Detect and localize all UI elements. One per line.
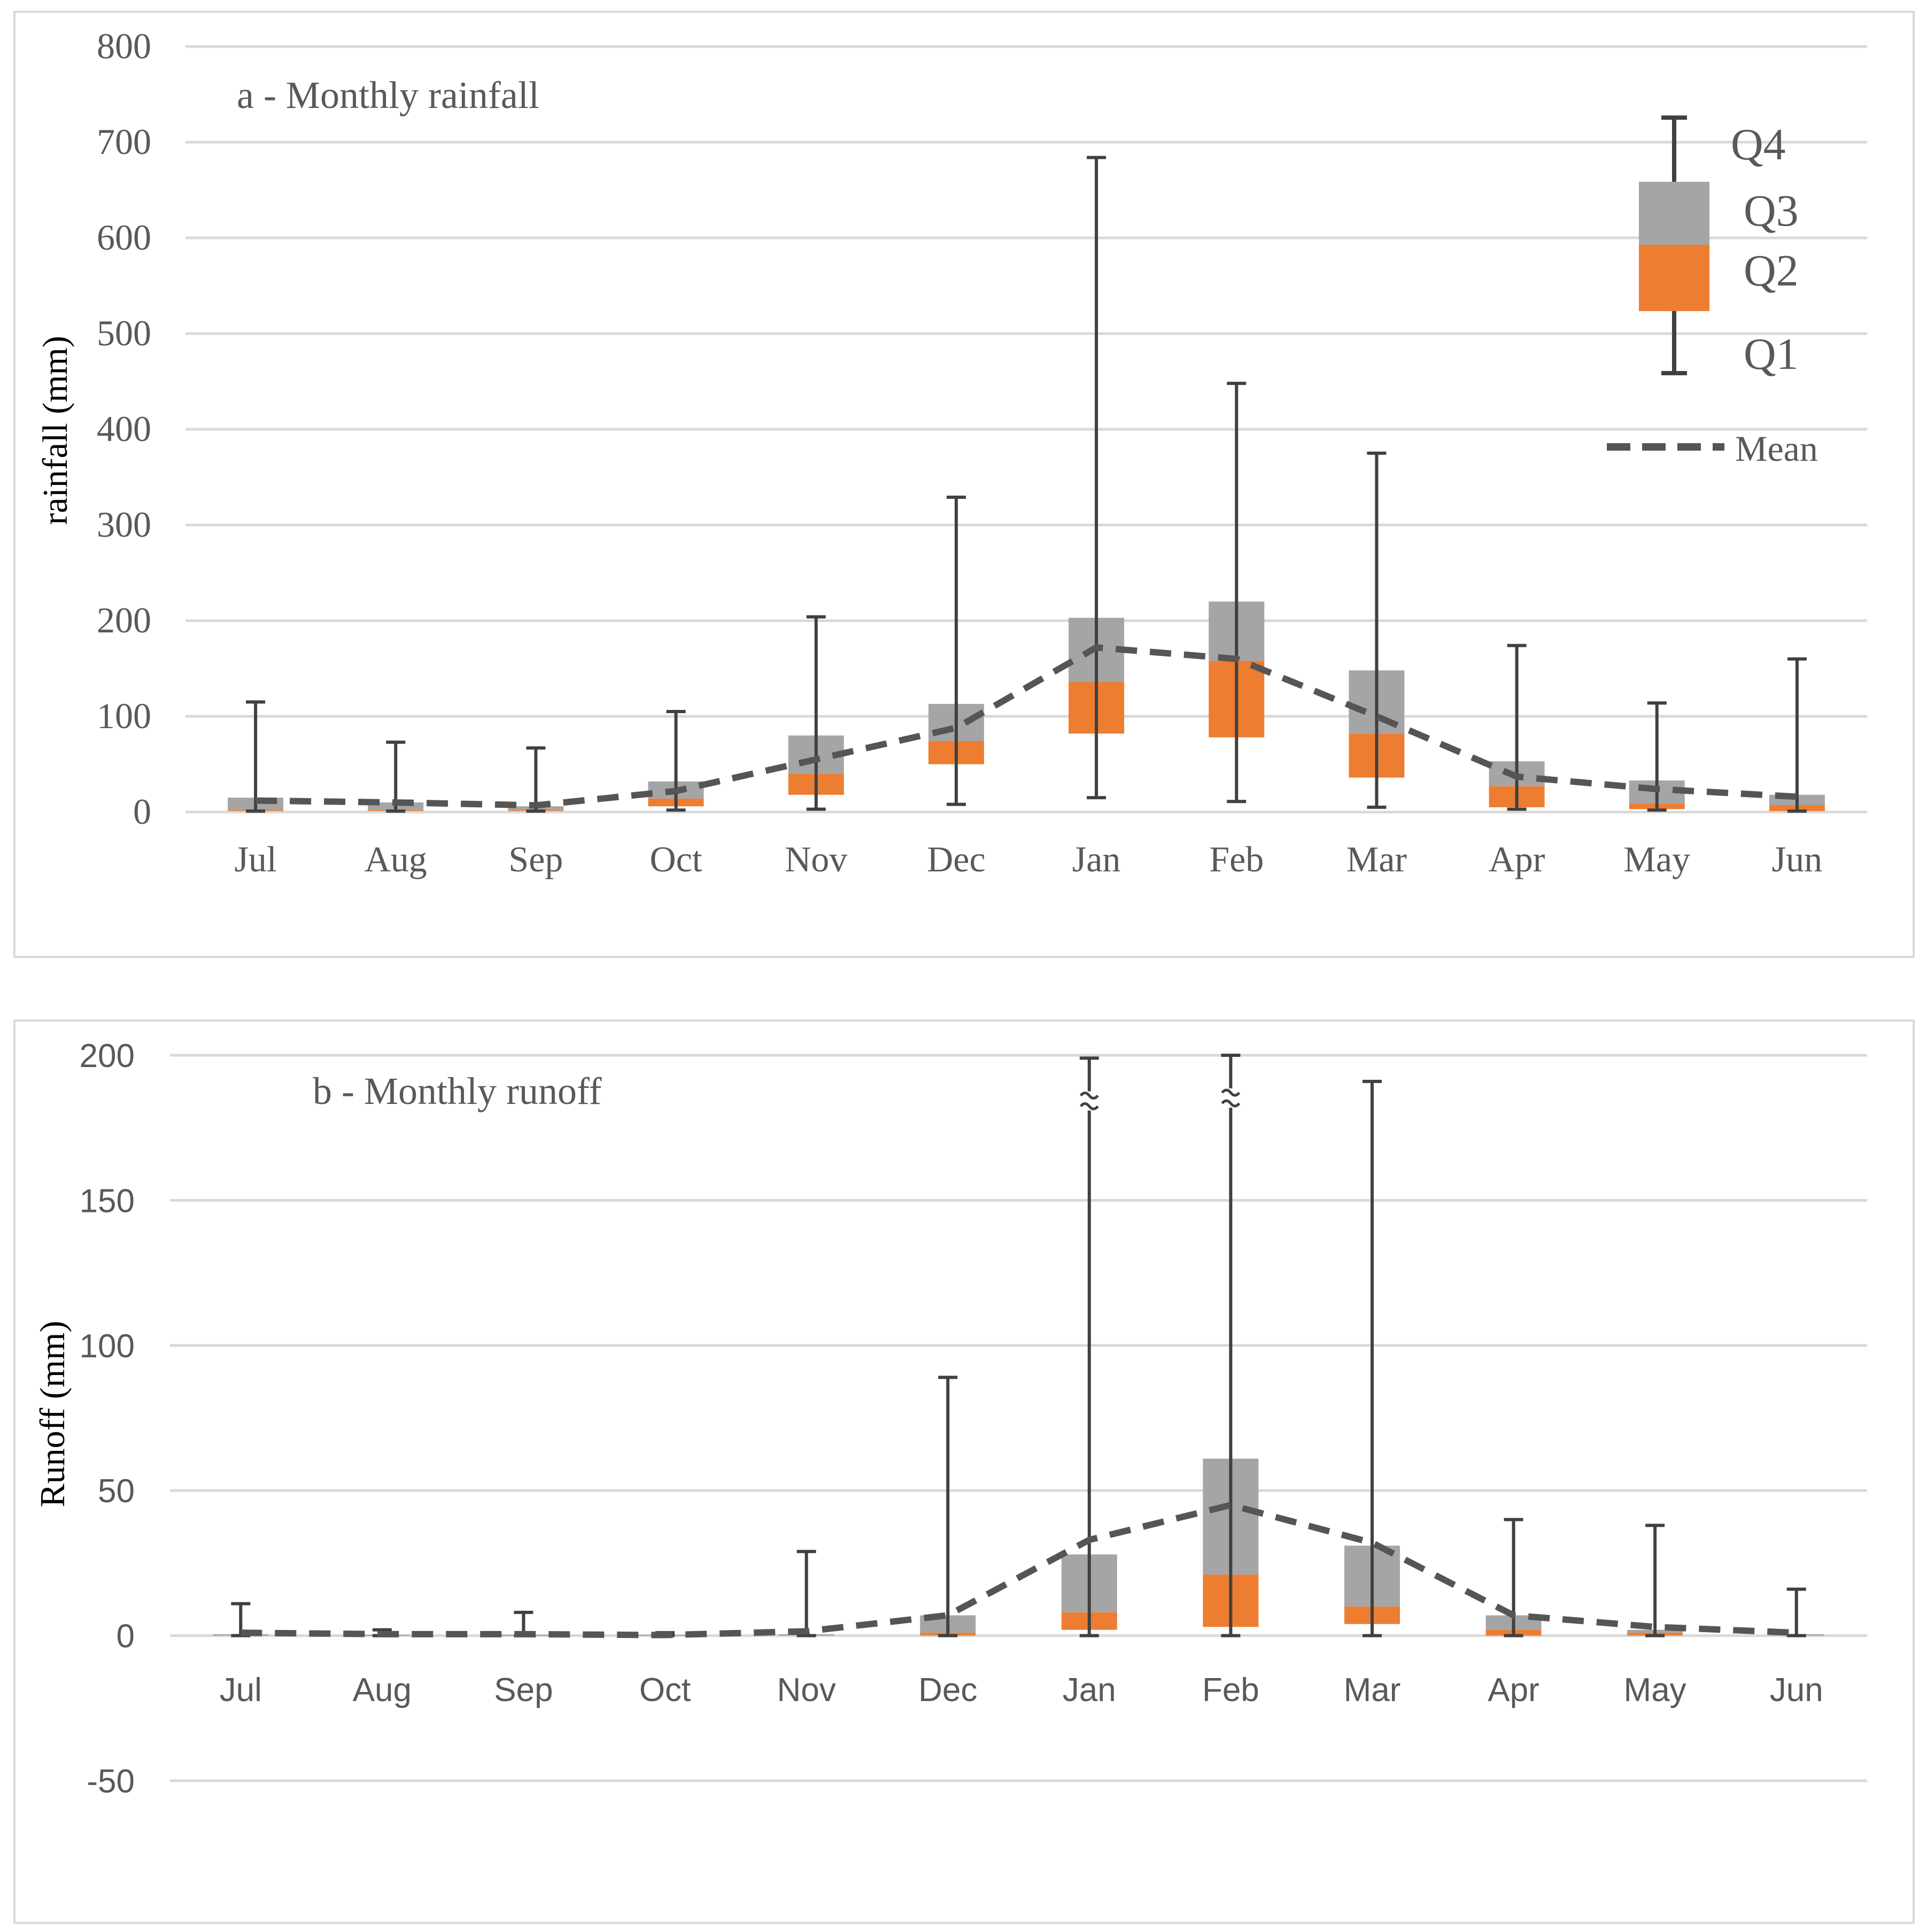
x-tick-label-feb: Feb — [1209, 839, 1264, 879]
axis-break-mark-feb — [1221, 1099, 1241, 1108]
y-tick-label: 0 — [133, 791, 151, 832]
panel-b-y-tick-labels: -50 0 50 100 150 200 — [80, 1038, 135, 1800]
x-tick-label-mar: Mar — [1346, 839, 1407, 879]
x-tick-label-apr: Apr — [1489, 839, 1545, 879]
x-tick-label-may: May — [1623, 839, 1690, 879]
x-tick-label-jun: Jun — [1770, 1672, 1823, 1709]
axis-break-mark-jan — [1079, 1102, 1099, 1110]
x-tick-label-jul: Jul — [234, 839, 276, 879]
x-tick-label-apr: Apr — [1488, 1672, 1539, 1709]
x-tick-label-dec: Dec — [927, 839, 985, 879]
y-tick-label: -50 — [87, 1763, 135, 1800]
x-tick-label-feb: Feb — [1202, 1672, 1259, 1709]
panel-b-frame — [13, 1019, 1915, 1924]
axis-break-mark-feb — [1221, 1088, 1241, 1097]
panel-a-rainfall: 0 100 200 300 400 500 600 700 800 Jul Aug Sep Oct No… — [36, 26, 1867, 879]
x-tick-label-mar: Mar — [1344, 1672, 1401, 1709]
y-tick-label: 700 — [97, 121, 151, 162]
y-tick-label: 50 — [98, 1473, 135, 1510]
panel-a-title: a - Monthly rainfall — [237, 74, 539, 117]
x-tick-label-jul: Jul — [220, 1672, 262, 1709]
panel-b-mean-line — [241, 1502, 1797, 1639]
y-tick-label: 200 — [97, 600, 151, 640]
x-tick-label-dec: Dec — [918, 1672, 977, 1709]
y-tick-label: 100 — [80, 1328, 135, 1365]
x-tick-label-aug: Aug — [353, 1672, 412, 1709]
x-tick-label-nov: Nov — [777, 1672, 835, 1709]
panel-b-runoff: -50 0 50 100 150 200 Jul Aug Sep Oct Nov Dec Jan Feb… — [33, 1038, 1867, 1800]
panel-a-y-tick-labels: 0 100 200 300 400 500 600 700 800 — [97, 26, 151, 832]
x-tick-label-jan: Jan — [1072, 839, 1121, 879]
legend-mean-label: Mean — [1735, 428, 1818, 469]
x-tick-label-oct: Oct — [639, 1672, 691, 1709]
axis-break-mark-jan — [1079, 1091, 1099, 1100]
mean-series-line — [241, 1502, 1797, 1639]
y-tick-label: 400 — [97, 408, 151, 449]
panel-a-x-tick-labels: Jul Aug Sep Oct Nov Dec Jan Feb Mar Apr May Jun — [234, 839, 1822, 879]
legend-q3-label: Q3 — [1744, 186, 1799, 236]
x-tick-label-nov: Nov — [785, 839, 847, 879]
x-tick-label-oct: Oct — [649, 839, 702, 879]
y-tick-label: 150 — [80, 1183, 135, 1219]
y-tick-label: 300 — [97, 504, 151, 545]
legend-q4-label: Q4 — [1731, 120, 1786, 169]
panel-b-x-tick-labels: Jul Aug Sep Oct Nov Dec Jan Feb Mar Apr May Jun — [220, 1672, 1823, 1709]
x-tick-label-sep: Sep — [494, 1672, 553, 1709]
panel-a-mean-line — [256, 644, 1798, 809]
panel-a-ylabel: rainfall (mm) — [36, 336, 75, 525]
panel-b-title: b - Monthly runoff — [313, 1070, 602, 1112]
x-tick-label-sep: Sep — [508, 839, 563, 879]
y-tick-label: 0 — [117, 1618, 135, 1655]
panel-a-frame — [13, 11, 1915, 958]
legend: Q4 Q3 Q2 Q1 Mean — [1607, 115, 1818, 469]
x-tick-label-jun: Jun — [1772, 839, 1822, 879]
y-tick-label: 500 — [97, 313, 151, 353]
y-tick-label: 100 — [97, 695, 151, 736]
x-tick-label-jan: Jan — [1063, 1672, 1116, 1709]
legend-q2-swatch — [1639, 245, 1709, 311]
x-tick-label-may: May — [1624, 1672, 1686, 1709]
x-tick-label-aug: Aug — [365, 839, 427, 879]
y-tick-label: 600 — [97, 217, 151, 258]
y-tick-label: 200 — [80, 1038, 135, 1075]
panel-b-ylabel: Runoff (mm) — [33, 1321, 72, 1508]
y-tick-label: 800 — [97, 26, 151, 66]
panel-a-gridlines — [185, 45, 1867, 814]
mean-series-line — [256, 644, 1798, 809]
legend-q1-label: Q1 — [1744, 329, 1799, 379]
legend-q2-label: Q2 — [1744, 246, 1799, 296]
legend-q3-swatch — [1639, 182, 1709, 245]
